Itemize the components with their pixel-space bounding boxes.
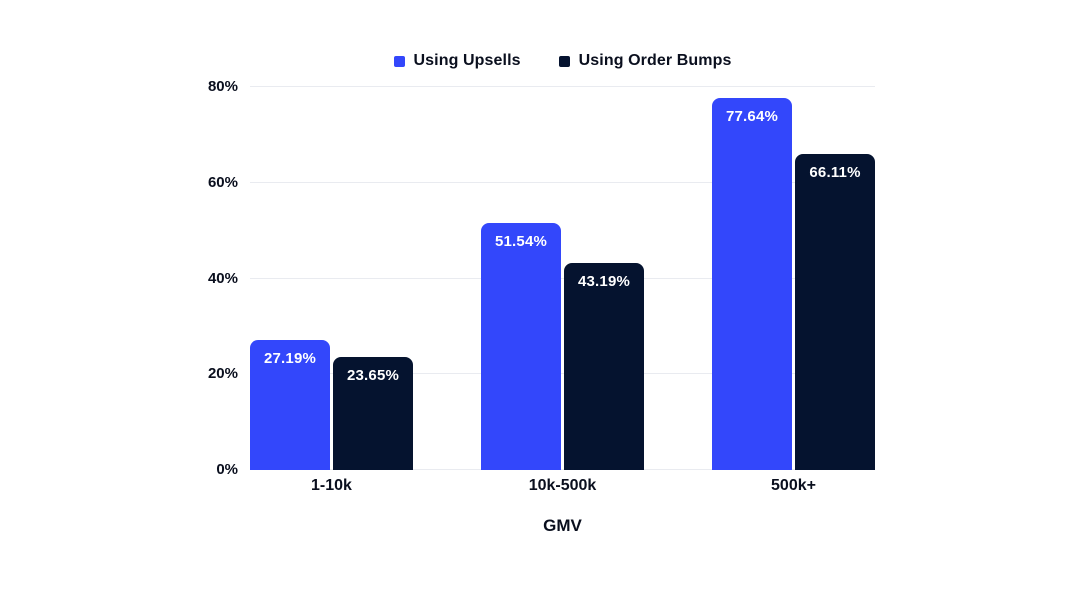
x-tick-label: 500k+ [771, 477, 816, 494]
bar-value-label: 51.54% [494, 233, 548, 251]
bar-using-order-bumps: 23.65% [333, 356, 413, 470]
legend-label: Using Upsells [413, 52, 521, 69]
legend-swatch-icon [393, 55, 405, 67]
x-axis-title: GMV [543, 516, 582, 535]
y-tick-label: 0% [216, 461, 238, 478]
bar-using-upsells: 27.19% [250, 339, 330, 470]
bar-value-label: 23.65% [346, 366, 400, 384]
x-tick-label: 1-10k [311, 477, 352, 494]
gridline [250, 277, 875, 279]
legend-item-using-order-bumps: Using Order Bumps [558, 52, 732, 70]
bar-using-upsells: 51.54% [481, 223, 561, 470]
legend-item-using-upsells: Using Upsells [393, 52, 521, 70]
gridline [250, 469, 875, 470]
gridline [250, 373, 875, 375]
bar-using-order-bumps: 43.19% [564, 263, 644, 470]
gridline [250, 181, 875, 183]
bar-value-label: 77.64% [725, 108, 779, 126]
y-tick-label: 80% [207, 78, 238, 95]
bar-groups: 27.19% 23.65% 51.54% 43.19% 77.64% 66.11% [250, 87, 875, 470]
bar-value-label: 66.11% [809, 163, 861, 181]
bar-value-label: 43.19% [577, 273, 631, 291]
plot-area: 0% 20% 40% 60% 80% 27.19% 23.65% 51.54% 43.19% 7… [208, 78, 875, 494]
y-tick-label: 20% [207, 365, 238, 383]
chart-legend: Using Upsells Using Order Bumps [250, 49, 875, 73]
bar-using-order-bumps: 66.11% [795, 153, 875, 470]
gridline [250, 86, 875, 87]
y-tick-label: 60% [207, 173, 238, 191]
bar-group: 51.54% 43.19% [481, 87, 644, 470]
bar-group: 77.64% 66.11% [712, 87, 875, 470]
x-tick-label: 10k-500k [528, 477, 597, 494]
bar-using-upsells: 77.64% [712, 98, 792, 470]
legend-swatch-icon [558, 55, 570, 67]
bar-value-label: 27.19% [263, 349, 317, 367]
x-axis-tick-labels: 1-10k 10k-500k 500k+ [250, 477, 875, 495]
bar-group: 27.19% 23.65% [250, 87, 413, 470]
legend-label: Using Order Bumps [578, 52, 732, 69]
y-tick-label: 40% [207, 269, 238, 287]
